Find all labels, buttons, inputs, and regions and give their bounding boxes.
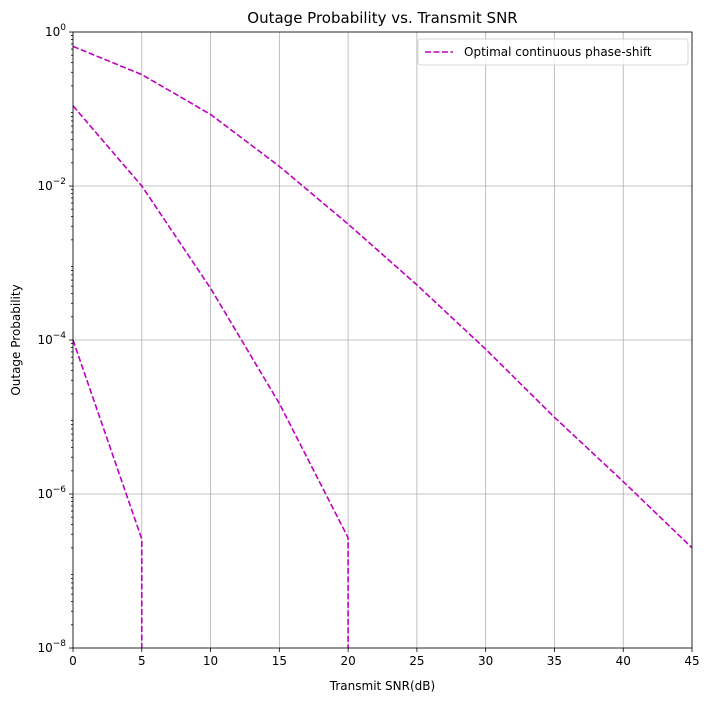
x-tick-label: 40 [616, 654, 631, 668]
y-axis-label: Outage Probability [9, 284, 23, 395]
y-tick-label: 10−2 [37, 177, 66, 193]
x-tick-label: 35 [547, 654, 562, 668]
y-tick-label: 100 [45, 23, 66, 39]
chart-title: Outage Probability vs. Transmit SNR [247, 9, 517, 27]
x-tick-label: 0 [69, 654, 77, 668]
legend: Optimal continuous phase-shift [417, 38, 689, 66]
series-layer [72, 45, 693, 648]
series-line-1 [72, 105, 349, 648]
y-tick-label: 10−6 [37, 485, 66, 501]
y-tick-label: 10−8 [37, 639, 66, 655]
legend-label: Optimal continuous phase-shift [464, 45, 652, 59]
x-tick-label: 25 [409, 654, 424, 668]
series-line-2 [72, 339, 143, 648]
x-tick-label: 10 [203, 654, 218, 668]
series-line-0 [72, 45, 693, 549]
x-axis: 0 5 10 15 20 25 30 35 40 45 [69, 648, 700, 668]
x-tick-label: 45 [684, 654, 699, 668]
legend-box [417, 38, 689, 66]
x-tick-label: 5 [138, 654, 146, 668]
y-tick-label: 10−4 [37, 331, 66, 347]
x-tick-label: 15 [272, 654, 287, 668]
x-axis-label: Transmit SNR(dB) [329, 679, 435, 693]
y-axis: 100 10−2 10−4 10−6 10−8 [37, 23, 73, 655]
x-tick-label: 20 [340, 654, 355, 668]
x-tick-label: 30 [478, 654, 493, 668]
